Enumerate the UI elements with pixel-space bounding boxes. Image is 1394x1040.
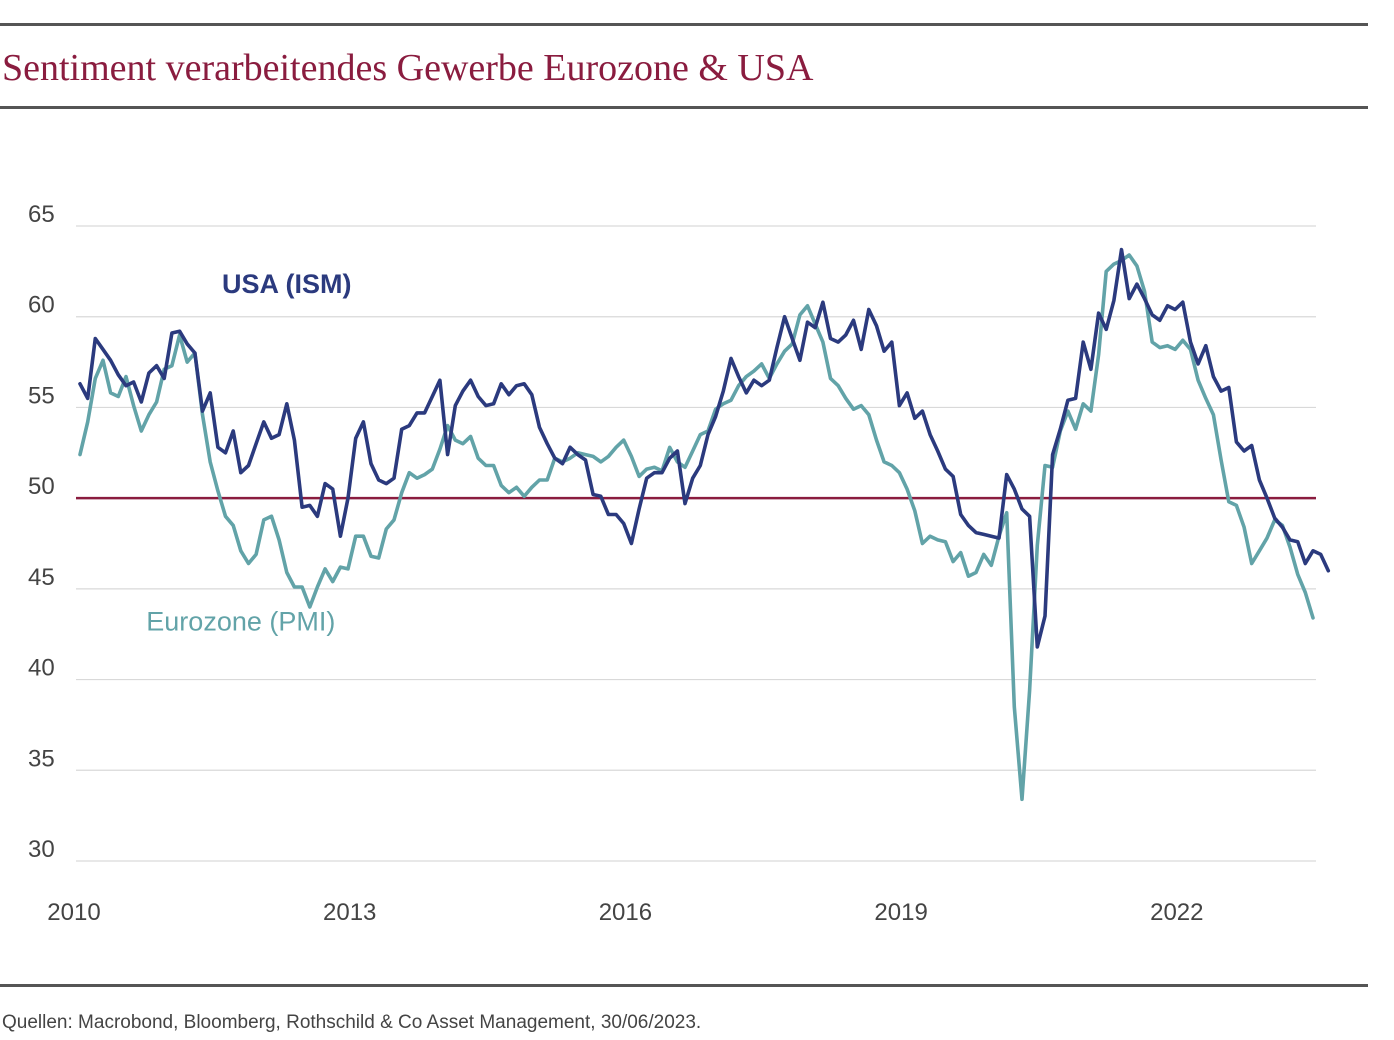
y-tick-label: 65 — [28, 201, 55, 228]
x-tick-label: 2022 — [1150, 899, 1203, 926]
grid-lines — [76, 225, 1316, 862]
bottom-rule — [0, 984, 1368, 987]
series-line-usa — [78, 247, 1331, 649]
y-tick-label: 40 — [28, 655, 55, 682]
y-tick-label: 60 — [28, 292, 55, 319]
series-label-eurozone: Eurozone (PMI) — [146, 607, 335, 637]
x-axis-tick-labels: 2010 2013 2016 2019 2022 — [47, 899, 1203, 926]
y-tick-label: 30 — [28, 836, 55, 863]
chart-title: Sentiment verarbeitendes Gewerbe Eurozon… — [2, 47, 814, 89]
line-chart: 30 35 40 45 50 55 60 65 2010 2013 2016 2019 2022 US… — [28, 201, 1331, 926]
top-rule — [0, 23, 1368, 26]
x-tick-label: 2016 — [599, 899, 652, 926]
x-tick-label: 2019 — [874, 899, 927, 926]
y-tick-label: 55 — [28, 382, 55, 409]
title-underline — [0, 106, 1368, 109]
source-note: Quellen: Macrobond, Bloomberg, Rothschil… — [2, 1012, 702, 1033]
x-tick-label: 2010 — [47, 899, 100, 926]
series-line-eurozone — [78, 253, 1315, 802]
series-label-usa: USA (ISM) — [222, 269, 352, 299]
x-tick-label: 2013 — [323, 899, 376, 926]
y-tick-label: 35 — [28, 745, 55, 772]
y-tick-label: 45 — [28, 564, 55, 591]
y-axis-tick-labels: 30 35 40 45 50 55 60 65 — [28, 201, 55, 863]
series-lines — [78, 247, 1331, 802]
series-labels: USA (ISM) Eurozone (PMI) — [146, 269, 351, 636]
y-tick-label: 50 — [28, 473, 55, 500]
